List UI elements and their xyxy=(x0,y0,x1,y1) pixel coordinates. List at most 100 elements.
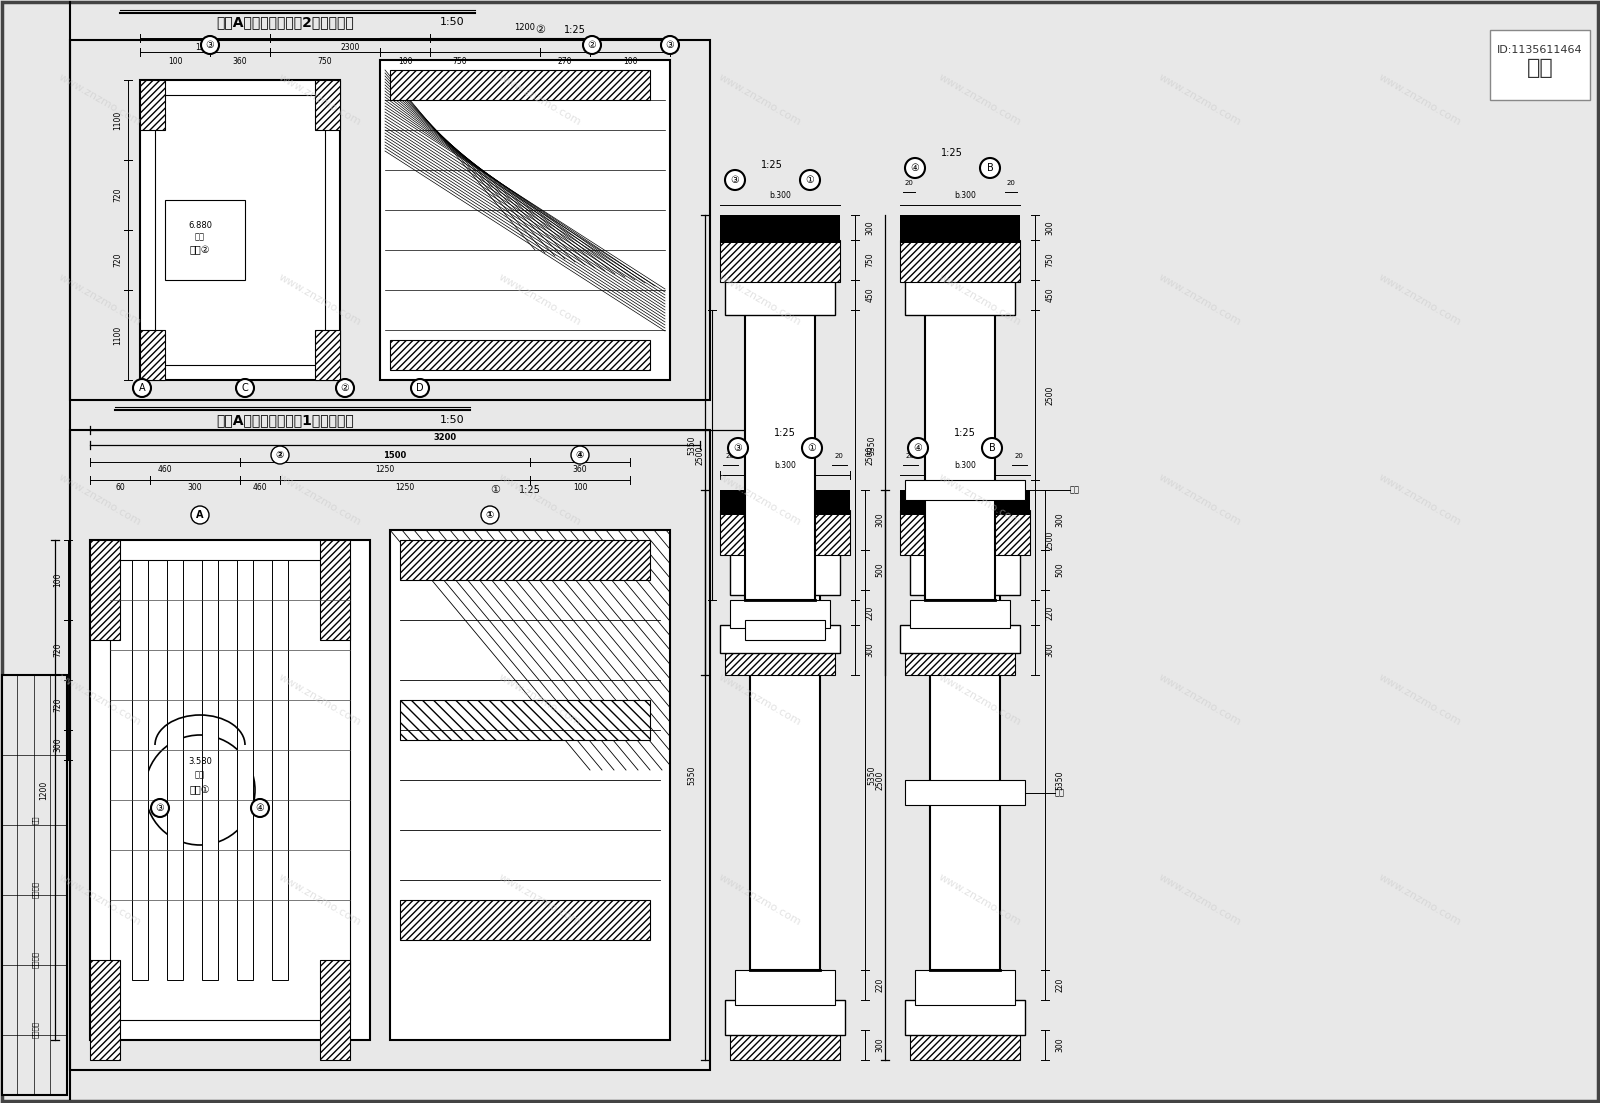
Text: 5350: 5350 xyxy=(688,765,696,784)
Bar xyxy=(906,280,1014,315)
Text: 设计阶段: 设计阶段 xyxy=(32,881,38,899)
Text: 6.880: 6.880 xyxy=(189,221,211,229)
Bar xyxy=(141,81,165,130)
Bar xyxy=(899,240,1021,282)
Text: 100: 100 xyxy=(53,572,62,587)
Text: 460: 460 xyxy=(253,483,267,493)
Text: www.znzmo.com: www.znzmo.com xyxy=(1157,472,1243,527)
Text: 460: 460 xyxy=(158,465,173,474)
Bar xyxy=(730,550,840,595)
Text: 1:25: 1:25 xyxy=(518,485,541,495)
Bar xyxy=(730,1030,840,1060)
Text: A: A xyxy=(139,383,146,393)
Text: 300: 300 xyxy=(866,221,875,235)
Bar xyxy=(2,675,67,1095)
Text: ①: ① xyxy=(806,175,814,185)
Bar xyxy=(734,970,835,1005)
Text: 花槽: 花槽 xyxy=(1070,485,1080,494)
Text: 图纸名称: 图纸名称 xyxy=(32,952,38,968)
Bar xyxy=(910,1030,1021,1060)
Bar xyxy=(90,540,370,1040)
Text: 300: 300 xyxy=(875,1038,885,1052)
Text: www.znzmo.com: www.znzmo.com xyxy=(1378,73,1462,128)
Text: B: B xyxy=(989,443,995,453)
Circle shape xyxy=(251,799,269,817)
Text: 1:50: 1:50 xyxy=(440,17,464,26)
Text: www.znzmo.com: www.znzmo.com xyxy=(58,73,142,128)
Text: 220: 220 xyxy=(1045,606,1054,620)
Text: ③: ③ xyxy=(734,443,742,453)
Text: 270: 270 xyxy=(558,57,573,66)
Text: 750: 750 xyxy=(1045,253,1054,267)
Bar xyxy=(400,700,650,740)
Text: 300: 300 xyxy=(1045,221,1054,235)
Bar xyxy=(925,310,995,600)
Text: ①: ① xyxy=(808,443,816,453)
Text: www.znzmo.com: www.znzmo.com xyxy=(938,672,1022,728)
Bar xyxy=(272,560,288,979)
Text: 1200: 1200 xyxy=(40,781,48,800)
Bar xyxy=(906,780,1026,805)
Text: ③: ③ xyxy=(666,40,674,50)
Text: 露台①: 露台① xyxy=(190,785,210,795)
Bar xyxy=(725,280,835,315)
Text: 1200: 1200 xyxy=(515,23,536,32)
Text: ①: ① xyxy=(490,485,499,495)
Text: 750: 750 xyxy=(453,57,467,66)
Text: 1100: 1100 xyxy=(114,110,123,130)
Text: 20: 20 xyxy=(906,453,915,459)
Circle shape xyxy=(202,36,219,54)
Text: 220: 220 xyxy=(1056,978,1064,993)
Text: 1:25: 1:25 xyxy=(954,428,976,438)
Text: 5350: 5350 xyxy=(867,436,877,454)
Text: 360: 360 xyxy=(232,57,248,66)
Text: 360: 360 xyxy=(573,465,587,474)
Text: www.znzmo.com: www.znzmo.com xyxy=(717,272,803,328)
Bar xyxy=(720,240,840,282)
Circle shape xyxy=(133,379,150,397)
Circle shape xyxy=(906,158,925,178)
Text: 翡翠A型别墅三层露台2平立剖面图: 翡翠A型别墅三层露台2平立剖面图 xyxy=(216,15,354,29)
Text: ID:1135611464: ID:1135611464 xyxy=(1498,45,1582,55)
Text: A: A xyxy=(197,510,203,520)
Text: b.300: b.300 xyxy=(774,460,795,470)
Text: www.znzmo.com: www.znzmo.com xyxy=(277,73,363,128)
Text: 100: 100 xyxy=(398,57,413,66)
Bar xyxy=(1490,30,1590,100)
Text: 750: 750 xyxy=(318,57,333,66)
Text: b.300: b.300 xyxy=(954,460,976,470)
Text: ④: ④ xyxy=(576,450,584,460)
Text: www.znzmo.com: www.znzmo.com xyxy=(58,672,142,728)
Text: 1:25: 1:25 xyxy=(565,25,586,35)
Text: ④: ④ xyxy=(914,443,922,453)
Circle shape xyxy=(146,735,254,845)
Text: www.znzmo.com: www.znzmo.com xyxy=(498,272,582,328)
Text: www.znzmo.com: www.znzmo.com xyxy=(1378,272,1462,328)
Bar xyxy=(320,960,350,1060)
Bar xyxy=(90,540,120,640)
Bar xyxy=(906,650,1014,675)
Circle shape xyxy=(150,799,170,817)
Text: 2500: 2500 xyxy=(696,446,704,464)
Text: 1:50: 1:50 xyxy=(440,415,464,425)
Bar xyxy=(720,435,850,1075)
Text: 2500: 2500 xyxy=(1045,385,1054,405)
Text: 1100: 1100 xyxy=(114,325,123,344)
Text: www.znzmo.com: www.znzmo.com xyxy=(1157,272,1243,328)
Bar xyxy=(141,330,165,381)
Text: www.znzmo.com: www.znzmo.com xyxy=(1157,73,1243,128)
Text: 750: 750 xyxy=(866,253,875,267)
Text: b.300: b.300 xyxy=(954,191,976,200)
Text: ②: ② xyxy=(534,25,546,35)
Text: 300: 300 xyxy=(875,513,885,527)
Bar xyxy=(70,430,710,1070)
Bar xyxy=(906,1000,1026,1035)
Text: www.znzmo.com: www.znzmo.com xyxy=(717,472,803,527)
Text: 1250: 1250 xyxy=(376,465,395,474)
Text: www.znzmo.com: www.znzmo.com xyxy=(1378,872,1462,928)
Text: 720: 720 xyxy=(53,643,62,657)
Text: 300: 300 xyxy=(1056,1038,1064,1052)
Bar xyxy=(910,600,1010,628)
Text: 5350: 5350 xyxy=(1056,770,1064,790)
Bar xyxy=(915,970,1014,1005)
